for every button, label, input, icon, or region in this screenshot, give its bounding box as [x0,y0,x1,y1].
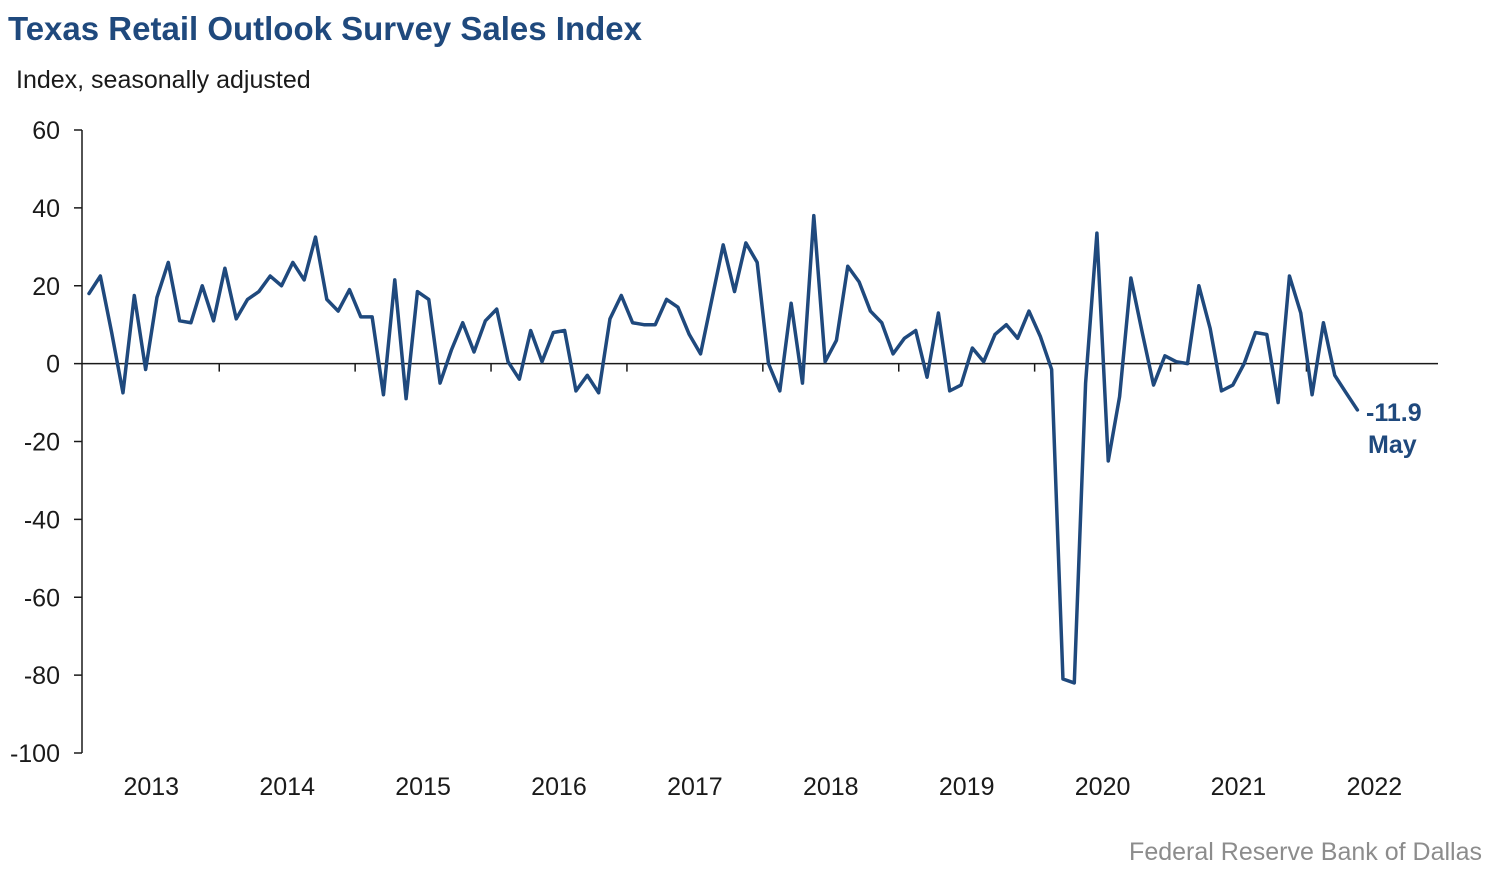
y-tick-label: -60 [24,584,60,612]
source-note: Federal Reserve Bank of Dallas [1129,838,1482,866]
y-tick-label: 20 [32,273,60,301]
y-axis: 60 40 20 0 -20 -40 -60 -80 -100 [10,117,83,768]
x-tick-label: 2017 [667,773,723,801]
y-tick-label: -100 [10,740,60,768]
last-value-label: -11.9 [1366,399,1422,427]
x-tick-label: 2019 [939,773,995,801]
y-axis-label: Index, seasonally adjusted [16,66,311,94]
x-axis: 2013 2014 2015 2016 2017 2018 2019 2020 2021 2022 [82,362,1438,801]
x-tick-label: 2016 [531,773,587,801]
series-line-0 [87,213,1360,685]
y-tick-label: 40 [32,195,60,223]
x-tick-label: 2020 [1075,773,1131,801]
x-tick-label: 2021 [1211,773,1267,801]
chart-title: Texas Retail Outlook Survey Sales Index [8,10,642,47]
y-tick-label: 0 [46,351,60,379]
y-tick-label: 60 [32,117,60,145]
last-month-label: May [1368,431,1417,459]
x-tick-label: 2013 [123,773,179,801]
x-tick-label: 2015 [395,773,451,801]
y-tick-label: -20 [24,429,60,457]
y-tick-label: -40 [24,506,60,534]
x-tick-label: 2014 [259,773,315,801]
series-group [87,213,1360,685]
x-tick-label: 2018 [803,773,859,801]
y-tick-label: -80 [24,662,60,690]
x-tick-label: 2022 [1347,773,1403,801]
